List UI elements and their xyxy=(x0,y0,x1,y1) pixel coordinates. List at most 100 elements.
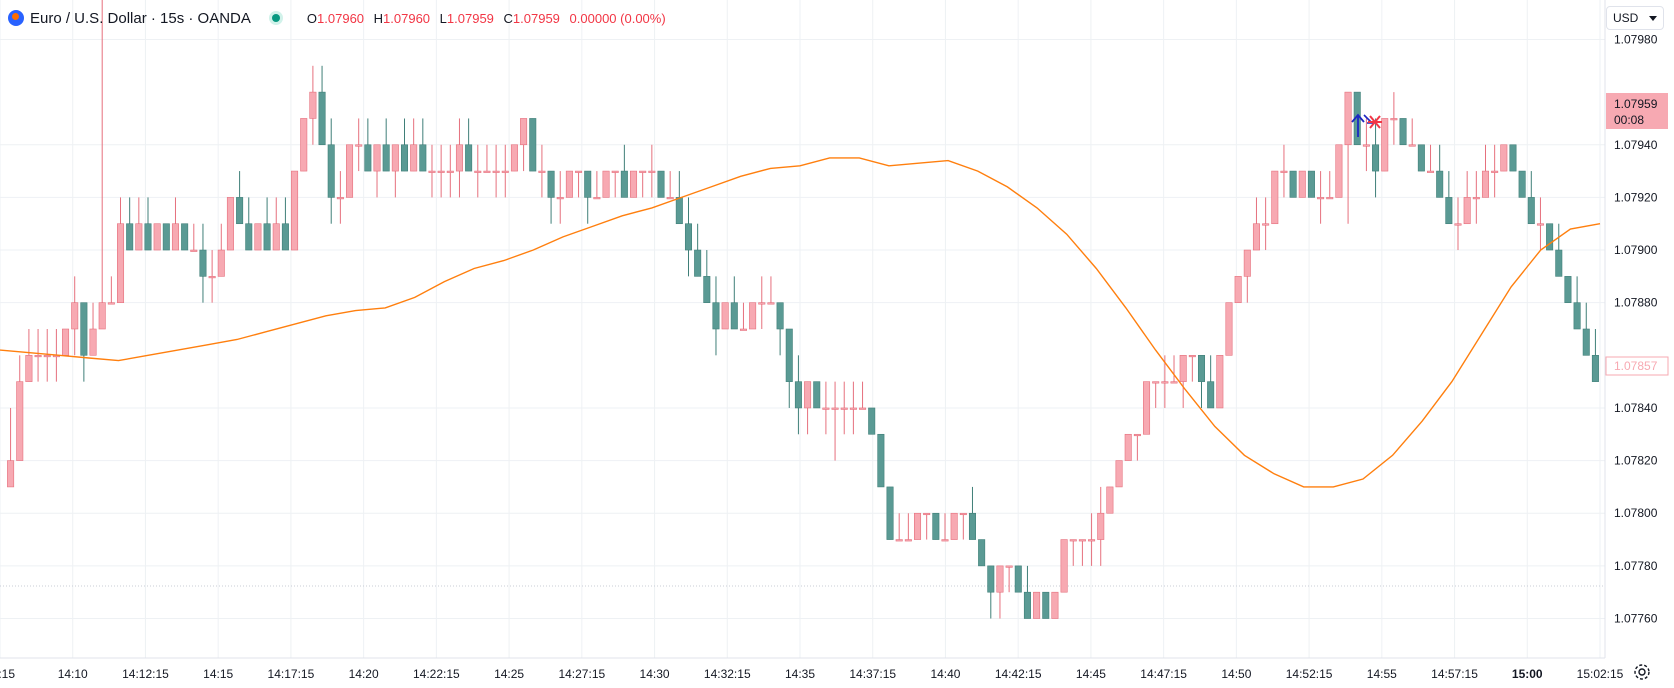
time-tick-label: 14:30 xyxy=(640,667,670,681)
candle xyxy=(236,171,244,225)
candle xyxy=(703,250,711,303)
star-marker xyxy=(1368,115,1382,129)
time-tick-label: 14:57:15 xyxy=(1431,667,1478,681)
time-tick-label: 14:40 xyxy=(930,667,960,681)
candle xyxy=(849,381,857,435)
candle xyxy=(1106,486,1114,514)
market-open-dot-icon[interactable] xyxy=(268,11,283,25)
high-label: H xyxy=(373,10,384,26)
price-tick-label: 1.07840 xyxy=(1614,401,1658,415)
candle xyxy=(199,223,207,303)
candle xyxy=(437,144,445,198)
moving-average-line xyxy=(0,157,1601,488)
candle xyxy=(941,513,949,542)
candle xyxy=(675,171,683,225)
candle xyxy=(575,170,583,198)
candle xyxy=(391,144,399,198)
time-axis[interactable]: 07:15 14:10 14:12:15 14:15 14:17:15 14:20 14:2… xyxy=(0,667,1624,681)
candle xyxy=(1152,381,1160,408)
candle xyxy=(1582,302,1590,356)
candle xyxy=(281,197,289,251)
candle xyxy=(117,197,125,303)
low-label: L xyxy=(439,10,447,26)
candle xyxy=(1591,329,1599,382)
candle xyxy=(1069,539,1077,566)
candle xyxy=(987,565,995,619)
candle xyxy=(135,197,143,251)
symbol-header[interactable]: Euro / U.S. Dollar · 15s · OANDA O1.0796… xyxy=(8,8,666,28)
price-tick-label: 1.07780 xyxy=(1614,559,1658,573)
candle xyxy=(373,144,381,198)
candle xyxy=(932,512,940,540)
candle xyxy=(767,276,775,305)
ma-price-value: 1.07857 xyxy=(1614,359,1658,373)
candle xyxy=(1573,276,1581,330)
candle xyxy=(1335,144,1343,198)
gear-icon[interactable] xyxy=(1632,662,1652,682)
candle xyxy=(1518,170,1526,198)
candle xyxy=(666,171,674,200)
candle xyxy=(25,329,33,382)
open-label: O xyxy=(306,10,318,26)
candle xyxy=(1500,144,1508,172)
candle xyxy=(694,223,702,277)
candle xyxy=(639,170,647,198)
candle xyxy=(538,144,546,198)
last-price-value: 1.07959 xyxy=(1614,97,1658,111)
candle xyxy=(1243,249,1251,303)
candle xyxy=(1179,355,1187,408)
time-tick-label: 14:55 xyxy=(1367,667,1397,681)
candle xyxy=(1188,355,1196,382)
candle xyxy=(1097,486,1105,566)
time-tick-label: 14:12:15 xyxy=(122,667,169,681)
candle xyxy=(529,118,537,172)
candle xyxy=(144,197,152,251)
candle xyxy=(1381,118,1389,172)
candle xyxy=(520,118,528,172)
candle xyxy=(712,276,720,356)
candle xyxy=(776,302,784,356)
candle xyxy=(1042,591,1050,619)
candle xyxy=(1014,565,1022,593)
candle xyxy=(1436,144,1444,198)
candle xyxy=(1454,197,1462,251)
candle xyxy=(1088,513,1096,566)
symbol-title[interactable]: Euro / U.S. Dollar · 15s · OANDA xyxy=(30,9,251,27)
candle xyxy=(556,171,564,224)
ma-price-label: 1.07857 xyxy=(1605,356,1669,376)
candle xyxy=(428,144,436,198)
candle xyxy=(1408,118,1416,147)
candle xyxy=(1481,144,1489,198)
candle xyxy=(758,276,766,329)
candle xyxy=(749,302,757,330)
candle xyxy=(1463,171,1471,225)
candle xyxy=(923,512,931,540)
candle xyxy=(419,118,427,172)
candle xyxy=(327,118,335,224)
candle xyxy=(1445,171,1453,225)
candle xyxy=(1133,433,1141,461)
candle xyxy=(1536,197,1544,251)
candle xyxy=(263,197,271,251)
candle xyxy=(904,513,912,542)
time-tick-label: 15:02:15 xyxy=(1577,667,1624,681)
candle xyxy=(1234,276,1242,303)
candle xyxy=(1344,91,1352,224)
candle xyxy=(657,170,665,198)
candle xyxy=(877,433,885,488)
marker-group xyxy=(1351,113,1382,137)
candle xyxy=(730,276,738,330)
candle xyxy=(1298,170,1306,198)
candles-layer xyxy=(7,0,1599,619)
candle xyxy=(684,197,692,277)
candle xyxy=(1161,355,1169,408)
close-label: C xyxy=(503,10,513,26)
time-tick-label: 14:27:15 xyxy=(558,667,605,681)
candle xyxy=(785,328,793,408)
price-axis[interactable]: 1.07980 1.07940 1.07920 1.07900 1.07880 1.078… xyxy=(1614,32,1658,625)
close-value: 1.07959 xyxy=(512,10,560,26)
candle xyxy=(565,170,573,198)
candle xyxy=(1170,355,1178,384)
currency-selector[interactable]: USD xyxy=(1606,6,1664,30)
